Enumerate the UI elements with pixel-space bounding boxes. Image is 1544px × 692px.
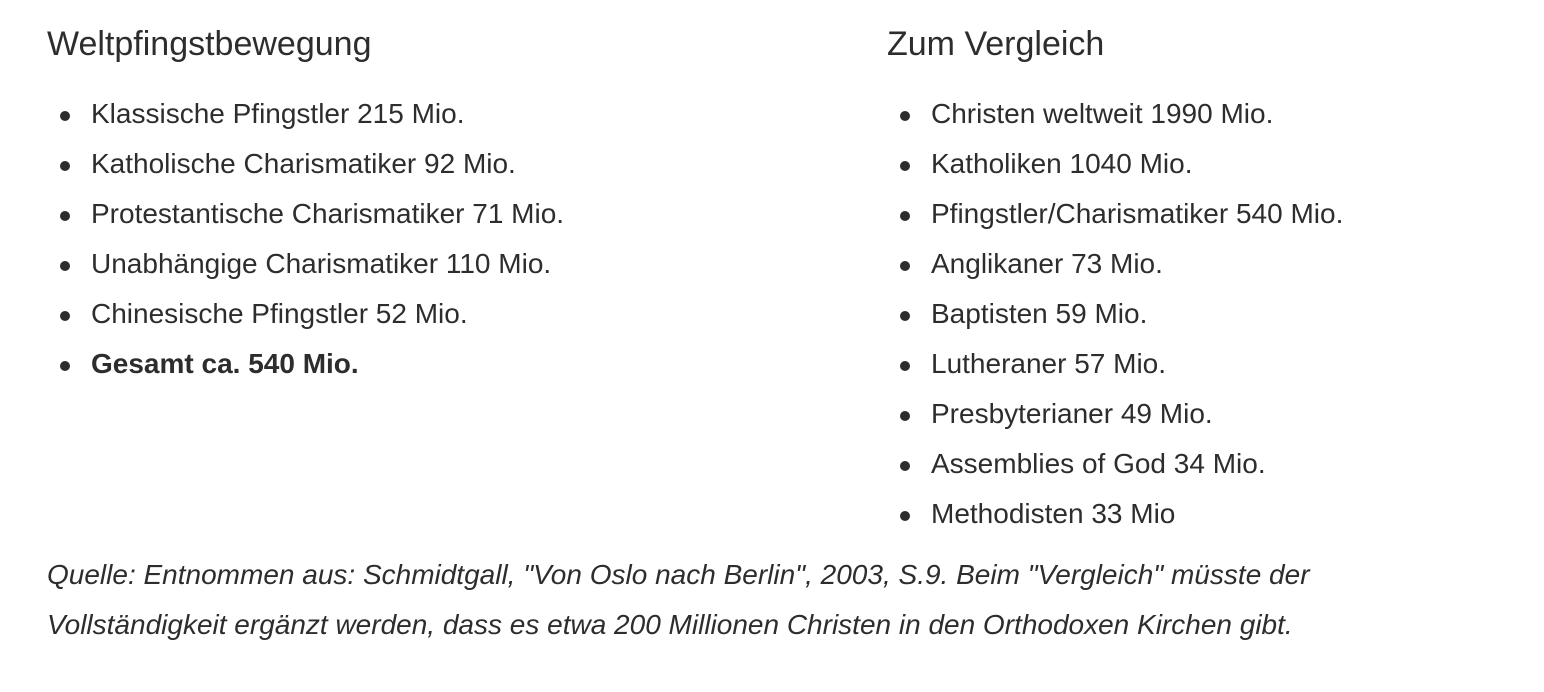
left-column-list: Klassische Pfingstler 215 Mio. Katholisch… xyxy=(47,89,887,389)
source-note: Quelle: Entnommen aus: Schmidtgall, "Von… xyxy=(47,550,1497,650)
list-item: Katholiken 1040 Mio. xyxy=(887,139,1497,189)
list-item: Klassische Pfingstler 215 Mio. xyxy=(47,89,887,139)
two-column-layout: Weltpfingstbewegung Klassische Pfingstle… xyxy=(47,24,1497,539)
list-item: Baptisten 59 Mio. xyxy=(887,289,1497,339)
list-item: Lutheraner 57 Mio. xyxy=(887,339,1497,389)
content-area: Weltpfingstbewegung Klassische Pfingstle… xyxy=(47,24,1497,650)
list-item: Chinesische Pfingstler 52 Mio. xyxy=(47,289,887,339)
left-column: Weltpfingstbewegung Klassische Pfingstle… xyxy=(47,24,887,389)
left-column-heading: Weltpfingstbewegung xyxy=(47,25,372,63)
list-item: Presbyterianer 49 Mio. xyxy=(887,389,1497,439)
list-item: Methodisten 33 Mio xyxy=(887,489,1497,539)
list-item: Anglikaner 73 Mio. xyxy=(887,239,1497,289)
list-item: Katholische Charismatiker 92 Mio. xyxy=(47,139,887,189)
list-item: Assemblies of God 34 Mio. xyxy=(887,439,1497,489)
source-note-line: Vollständigkeit ergänzt werden, dass es … xyxy=(47,609,1293,640)
list-item: Christen weltweit 1990 Mio. xyxy=(887,89,1497,139)
source-note-line: Quelle: Entnommen aus: Schmidtgall, "Von… xyxy=(47,559,1310,590)
list-item: Unabhängige Charismatiker 110 Mio. xyxy=(47,239,887,289)
list-item: Gesamt ca. 540 Mio. xyxy=(47,339,887,389)
right-column-heading: Zum Vergleich xyxy=(887,25,1105,63)
right-column-list: Christen weltweit 1990 Mio. Katholiken 10… xyxy=(887,89,1497,539)
right-column: Zum Vergleich Christen weltweit 1990 Mio… xyxy=(887,24,1497,539)
list-item: Pfingstler/Charismatiker 540 Mio. xyxy=(887,189,1497,239)
list-item: Protestantische Charismatiker 71 Mio. xyxy=(47,189,887,239)
